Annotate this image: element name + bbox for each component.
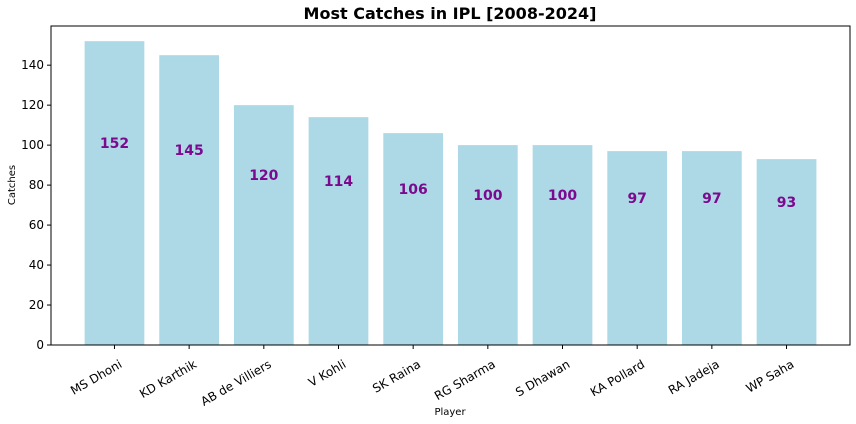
bar-s-dhawan: [532, 145, 593, 345]
data-label-s-dhawan: 100: [548, 188, 577, 204]
x-tick-label: KD Karthik: [137, 357, 199, 401]
x-axis-label: Player: [434, 407, 466, 418]
bar-ka-pollard: [607, 151, 668, 345]
data-label-ra-jadeja: 97: [702, 191, 721, 207]
x-tick-label: V Kohli: [306, 357, 348, 390]
y-tick-label: 60: [29, 218, 44, 232]
bars-layer: [84, 41, 817, 346]
data-label-ab-de-villiers: 120: [249, 168, 278, 184]
x-tick-label: WP Saha: [744, 357, 797, 396]
y-axis-label: Catches: [7, 165, 18, 205]
bar-kd-karthik: [159, 55, 220, 346]
chart-title: Most Catches in IPL [2008-2024]: [304, 4, 597, 23]
x-tick-label: SK Raina: [370, 357, 423, 396]
bar-ra-jadeja: [681, 151, 742, 345]
data-label-ms-dhoni: 152: [100, 136, 129, 152]
x-tick-label: S Dhawan: [513, 357, 572, 399]
y-tick-label: 40: [29, 258, 44, 272]
bar-rg-sharma: [457, 145, 518, 345]
y-tick-label: 0: [36, 338, 44, 352]
y-tick-label: 140: [21, 58, 44, 72]
data-labels-layer: 152 145 120 114 106 100 100 97 97 93: [100, 136, 796, 211]
x-tick-label: RG Sharma: [432, 357, 498, 403]
bar-ab-de-villiers: [233, 105, 294, 345]
data-label-wp-saha: 93: [777, 195, 796, 211]
bar-v-kohli: [308, 117, 369, 346]
data-label-ka-pollard: 97: [627, 191, 646, 207]
bar-sk-raina: [383, 133, 444, 345]
y-tick-label: 80: [29, 178, 44, 192]
x-tick-label: RA Jadeja: [666, 357, 722, 397]
x-tick-label: MS Dhoni: [68, 357, 124, 398]
x-tick-label: AB de Villiers: [198, 357, 273, 409]
x-axis-ticks: MS Dhoni KD Karthik AB de Villiers V Kohli S…: [68, 345, 796, 409]
data-label-sk-raina: 106: [399, 182, 428, 198]
x-tick-label: KA Pollard: [588, 357, 647, 399]
y-tick-label: 20: [29, 298, 44, 312]
y-tick-label: 120: [21, 98, 44, 112]
y-axis-ticks: 0 20 40 60 80 100 120 140: [21, 58, 51, 352]
data-label-kd-karthik: 145: [175, 143, 204, 159]
data-label-v-kohli: 114: [324, 174, 353, 190]
bar-ms-dhoni: [84, 41, 145, 345]
data-label-rg-sharma: 100: [473, 188, 502, 204]
y-tick-label: 100: [21, 138, 44, 152]
bar-wp-saha: [756, 159, 817, 345]
